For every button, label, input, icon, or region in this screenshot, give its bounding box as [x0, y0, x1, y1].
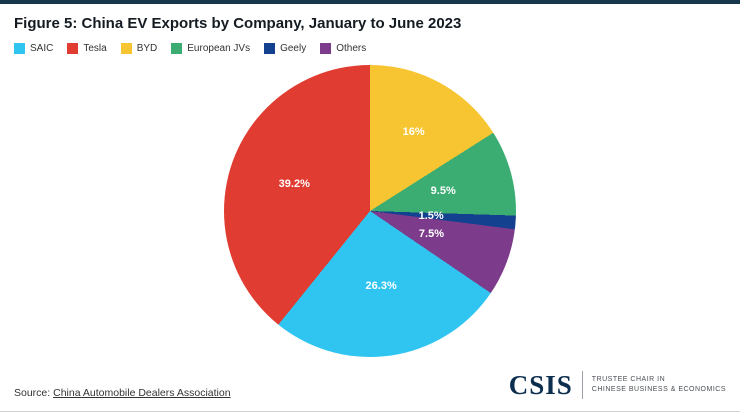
- logo-subtitle: TRUSTEE CHAIR IN CHINESE BUSINESS & ECON…: [592, 376, 726, 395]
- legend-label: European JVs: [187, 43, 251, 54]
- legend-label: Tesla: [83, 43, 107, 54]
- legend-item-european-jvs: European JVs: [171, 43, 250, 54]
- figure-title: Figure 5: China EV Exports by Company, J…: [14, 15, 462, 32]
- footer: Source: China Automobile Dealers Associa…: [14, 371, 726, 399]
- legend-label: BYD: [136, 43, 158, 54]
- pie-chart-area: 16% 9.5% 1.5% 7.5% 26.3% 39.2%: [14, 65, 726, 357]
- legend-label: Geely: [280, 43, 307, 54]
- legend-item-saic: SAIC: [14, 43, 53, 54]
- legend-swatch-saic: [14, 43, 25, 54]
- source-link[interactable]: China Automobile Dealers Association: [53, 387, 231, 399]
- logo-subtitle-line2: CHINESE BUSINESS & ECONOMICS: [591, 386, 726, 393]
- legend-swatch-european-jvs: [171, 43, 183, 54]
- legend-swatch-geely: [264, 43, 276, 54]
- logo-subtitle-line1: TRUSTEE CHAIR IN: [591, 375, 666, 383]
- source-prefix: Source:: [14, 387, 54, 399]
- legend-item-tesla: Tesla: [67, 43, 107, 54]
- pie-wrap: 16% 9.5% 1.5% 7.5% 26.3% 39.2%: [224, 65, 516, 357]
- logo-divider: [581, 371, 583, 399]
- legend-swatch-tesla: [67, 43, 79, 54]
- legend-swatch-byd: [120, 43, 132, 54]
- csis-logo: CSIS TRUSTEE CHAIR IN CHINESE BUSINESS &…: [509, 371, 726, 399]
- csis-wordmark: CSIS: [508, 369, 573, 400]
- legend-item-others: Others: [320, 43, 366, 54]
- legend-item-geely: Geely: [264, 43, 306, 54]
- legend: SAIC Tesla BYD European JVs Geely Others: [14, 42, 726, 55]
- figure-container: Figure 5: China EV Exports by Company, J…: [0, 4, 740, 411]
- legend-swatch-others: [320, 43, 332, 54]
- legend-item-byd: BYD: [120, 43, 158, 54]
- legend-label: Others: [336, 43, 367, 54]
- source-note: Source: China Automobile Dealers Associa…: [14, 387, 231, 399]
- pie-chart: [224, 65, 516, 357]
- legend-label: SAIC: [30, 43, 54, 54]
